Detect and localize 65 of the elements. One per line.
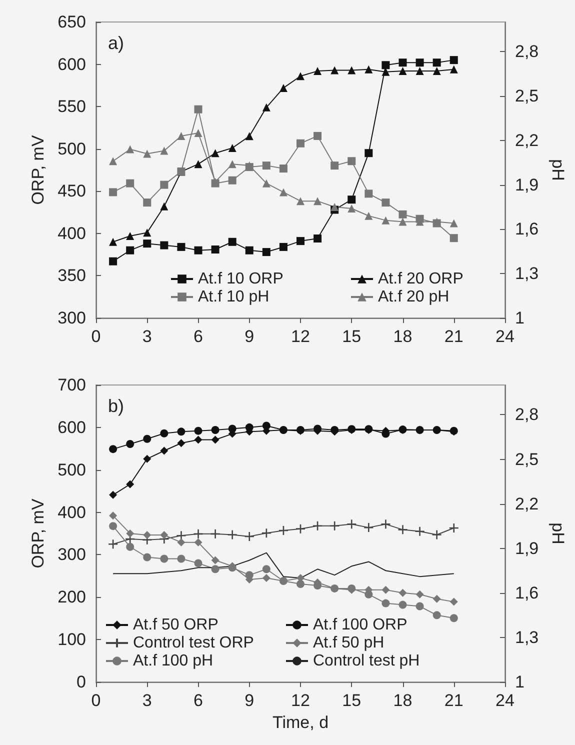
y2-tick-label: 1,6 [515, 220, 539, 239]
x-tick-label: 12 [291, 691, 310, 710]
y-tick-label: 200 [58, 588, 86, 607]
x-tick-label: 24 [496, 691, 514, 710]
legend-label: At.f 10 ORP [198, 270, 284, 288]
x-tick-label: 6 [194, 327, 203, 346]
x-tick-label: 21 [444, 691, 464, 710]
y-axis-title: ORP, mV [28, 498, 48, 568]
legend-label: At.f 50 ORP [133, 616, 218, 634]
x-tick-label: 18 [393, 327, 412, 346]
y-tick-label: 0 [76, 672, 86, 692]
y2-tick-label: 1 [515, 308, 524, 328]
x-tick-label: 9 [244, 691, 254, 710]
y-tick-label: 450 [58, 182, 86, 201]
y-tick-label: 500 [58, 460, 86, 480]
y2-tick-label: 1,6 [515, 583, 539, 602]
y2-tick-label: 1,3 [515, 628, 539, 647]
y-tick-label: 700 [58, 376, 86, 394]
legend-label: At.f 100 pH [133, 652, 214, 670]
legend-label: At.f 100 ORP [313, 616, 408, 634]
x-tick-label: 0 [91, 691, 101, 710]
y-tick-label: 400 [58, 224, 86, 243]
annotation: a) [108, 33, 124, 53]
x-tick-label: 9 [244, 327, 254, 346]
y2-tick-label: 2,8 [515, 42, 539, 62]
y-tick-label: 100 [58, 630, 86, 650]
legend-label: At.f 20 pH [378, 288, 450, 306]
y-tick-label: 400 [58, 502, 86, 522]
y2-tick-label: 2,5 [515, 86, 539, 106]
y-tick-label: 500 [58, 139, 86, 158]
legend-label: At.f 50 pH [313, 634, 384, 652]
y-tick-label: 300 [58, 308, 86, 328]
y2-tick-label: 2,2 [515, 130, 539, 150]
y-axis-title: ORP, mV [28, 134, 48, 205]
y-tick-label: 600 [58, 418, 86, 437]
x-tick-label: 0 [91, 327, 101, 346]
legend-label: Control test ORP [133, 634, 254, 652]
x-tick-label: 15 [342, 691, 362, 710]
x-tick-label: 3 [142, 691, 152, 710]
legend-label: At.f 20 ORP [378, 270, 464, 288]
legend-label: Control test pH [313, 652, 420, 670]
y2-tick-label: 1,3 [515, 264, 539, 284]
x-tick-label: 12 [291, 327, 310, 346]
y-tick-label: 650 [58, 12, 86, 32]
y2-tick-label: 2,2 [515, 494, 539, 514]
legend-label: At.f 10 pH [198, 288, 270, 306]
y2-tick-label: 1,9 [515, 538, 539, 558]
annotation: b) [108, 396, 124, 416]
x-tick-label: 15 [342, 327, 362, 346]
x-axis-title: Time, d [272, 712, 329, 732]
x-tick-label: 24 [496, 327, 514, 346]
y-tick-label: 600 [58, 54, 86, 74]
y-tick-label: 550 [58, 97, 86, 116]
y2-axis-title: pH [548, 522, 568, 544]
x-tick-label: 21 [444, 327, 464, 346]
y2-tick-label: 2,8 [515, 405, 539, 424]
x-tick-label: 6 [194, 691, 203, 710]
y2-tick-label: 1 [515, 672, 524, 692]
x-tick-label: 3 [142, 327, 152, 346]
x-tick-label: 18 [393, 691, 412, 710]
y-tick-label: 300 [58, 545, 86, 564]
y2-tick-label: 2,5 [515, 450, 539, 469]
y2-tick-label: 1,9 [515, 175, 539, 194]
y2-axis-title: pH [548, 159, 568, 181]
y-tick-label: 350 [58, 266, 86, 286]
